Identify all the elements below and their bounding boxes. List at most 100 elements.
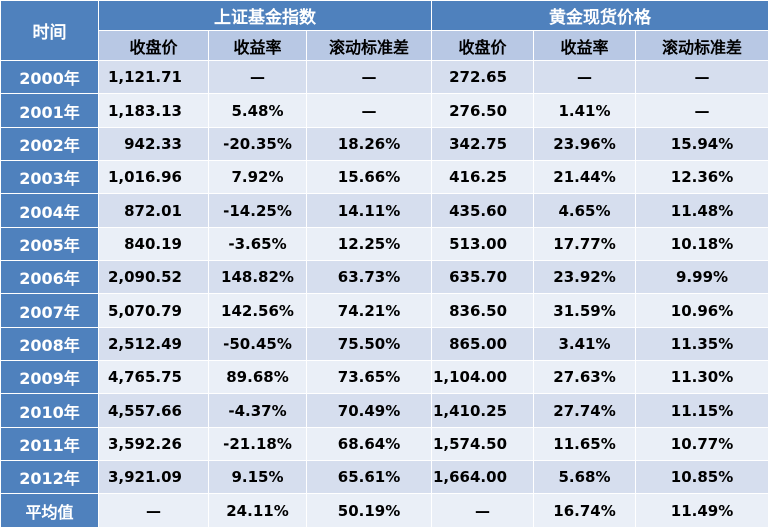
cell-a-close: 2,090.52 — [98, 260, 209, 295]
cell-b-std: 11.35% — [635, 326, 768, 362]
cell-b-std: 15.94% — [635, 126, 768, 162]
cell-a-std: — — [305, 93, 433, 128]
header-row-columns: 收盘价 收益率 滚动标准差 收盘价 收益率 滚动标准差 — [1, 30, 768, 61]
cell-a-close: 1,183.13 — [98, 93, 209, 128]
col-header-a-return: 收益率 — [208, 30, 307, 61]
cell-a-std: 63.73% — [305, 260, 433, 295]
cell-a-return: -20.35% — [208, 126, 307, 162]
cell-b-return: 3.41% — [533, 326, 637, 362]
col-header-a-std: 滚动标准差 — [305, 30, 433, 61]
cell-b-std: 10.85% — [635, 460, 768, 495]
cell-b-close: 1,574.50 — [431, 426, 535, 462]
table-row: 2011年 3,592.26 -21.18% 68.64% 1,574.50 11.65%… — [0, 426, 768, 462]
cell-a-return: 9.15% — [208, 460, 307, 495]
cell-a-std: 50.19% — [305, 493, 433, 528]
cell-b-return: — — [533, 59, 637, 95]
cell-b-return: 31.59% — [533, 293, 637, 328]
cell-a-std: 73.65% — [305, 360, 433, 395]
cell-b-close: 635.70 — [431, 260, 535, 295]
cell-a-return: 24.11% — [208, 493, 307, 528]
cell-a-close: 942.33 — [98, 126, 209, 162]
cell-b-std: 12.36% — [635, 160, 768, 195]
cell-b-return: 21.44% — [533, 160, 637, 195]
cell-b-close: 435.60 — [431, 193, 535, 228]
row-label: 2006年 — [0, 260, 99, 295]
table-row: 2007年 5,070.79 142.56% 74.21% 836.50 31.59% 10… — [0, 293, 768, 328]
cell-b-std: 11.49% — [635, 493, 768, 528]
cell-b-close: 1,664.00 — [431, 460, 535, 495]
row-label: 2003年 — [0, 160, 99, 195]
cell-b-return: 11.65% — [533, 426, 637, 462]
row-label: 2005年 — [0, 226, 99, 262]
cell-b-std: — — [635, 59, 768, 95]
group-header-gold-price: 黄金现货价格 — [431, 0, 768, 31]
row-label: 2004年 — [0, 193, 99, 228]
cell-b-close: 416.25 — [431, 160, 535, 195]
row-label: 2007年 — [0, 293, 99, 328]
cell-b-close: — — [431, 493, 535, 528]
table-row: 2006年 2,090.52 148.82% 63.73% 635.70 23.92% 9.… — [0, 260, 768, 295]
cell-a-return: -21.18% — [208, 426, 307, 462]
row-label: 2012年 — [0, 460, 99, 495]
table-row: 2003年 1,016.96 7.92% 15.66% 416.25 21.44% 12.3… — [0, 160, 768, 195]
cell-b-close: 865.00 — [431, 326, 535, 362]
row-label: 平均值 — [0, 493, 99, 528]
cell-b-return: 23.92% — [533, 260, 637, 295]
table-body: 2000年 1,121.71— —272.65— —2001年 1,183.13 5.48… — [0, 59, 768, 528]
cell-b-std: 10.18% — [635, 226, 768, 262]
cell-a-return: 7.92% — [208, 160, 307, 195]
cell-a-close: 840.19 — [98, 226, 209, 262]
table-row: 2009年 4,765.75 89.68% 73.65% 1,104.00 27.63% 1… — [0, 360, 768, 395]
cell-a-close: 4,557.66 — [98, 393, 209, 428]
cell-b-std: 11.30% — [635, 360, 768, 395]
row-label: 2000年 — [0, 59, 99, 95]
cell-a-return: -3.65% — [208, 226, 307, 262]
cell-b-std: 10.96% — [635, 293, 768, 328]
cell-a-close: 2,512.49 — [98, 326, 209, 362]
cell-a-return: -14.25% — [208, 193, 307, 228]
cell-b-std: 10.77% — [635, 426, 768, 462]
row-label: 2009年 — [0, 360, 99, 395]
cell-a-close: 872.01 — [98, 193, 209, 228]
cell-b-return: 17.77% — [533, 226, 637, 262]
cell-a-std: 12.25% — [305, 226, 433, 262]
cell-a-close: 1,121.71 — [98, 59, 209, 95]
cell-a-std: 68.64% — [305, 426, 433, 462]
cell-b-std: 9.99% — [635, 260, 768, 295]
cell-a-close: 3,592.26 — [98, 426, 209, 462]
cell-b-close: 342.75 — [431, 126, 535, 162]
cell-a-return: 142.56% — [208, 293, 307, 328]
cell-b-return: 5.68% — [533, 460, 637, 495]
row-label: 2002年 — [0, 126, 99, 162]
cell-b-return: 16.74% — [533, 493, 637, 528]
cell-b-return: 27.63% — [533, 360, 637, 395]
cell-b-return: 4.65% — [533, 193, 637, 228]
cell-a-std: 18.26% — [305, 126, 433, 162]
cell-a-std: — — [305, 59, 433, 95]
col-header-b-return: 收益率 — [533, 30, 637, 61]
cell-a-std: 15.66% — [305, 160, 433, 195]
cell-b-close: 276.50 — [431, 93, 535, 128]
row-label: 2008年 — [0, 326, 99, 362]
cell-a-std: 74.21% — [305, 293, 433, 328]
cell-a-return: 148.82% — [208, 260, 307, 295]
cell-b-std: 11.48% — [635, 193, 768, 228]
row-label: 2001年 — [0, 93, 99, 128]
col-header-a-close: 收盘价 — [98, 30, 209, 61]
row-label: 2011年 — [0, 426, 99, 462]
cell-a-return: — — [208, 59, 307, 95]
cell-b-return: 23.96% — [533, 126, 637, 162]
table-row: 平均值 —24.11% 50.19% —16.74% 11.49% — [0, 493, 768, 528]
table-row: 2010年 4,557.66 -4.37% 70.49% 1,410.25 27.74% 1… — [0, 393, 768, 428]
cell-b-close: 1,410.25 — [431, 393, 535, 428]
cell-a-return: -50.45% — [208, 326, 307, 362]
col-header-b-close: 收盘价 — [431, 30, 535, 61]
cell-a-return: -4.37% — [208, 393, 307, 428]
cell-a-std: 75.50% — [305, 326, 433, 362]
table-row: 2002年 942.33 -20.35% 18.26% 342.75 23.96% 15.9… — [0, 126, 768, 162]
cell-b-close: 1,104.00 — [431, 360, 535, 395]
cell-a-close: 5,070.79 — [98, 293, 209, 328]
cell-a-close: 4,765.75 — [98, 360, 209, 395]
cell-b-std: — — [635, 93, 768, 128]
